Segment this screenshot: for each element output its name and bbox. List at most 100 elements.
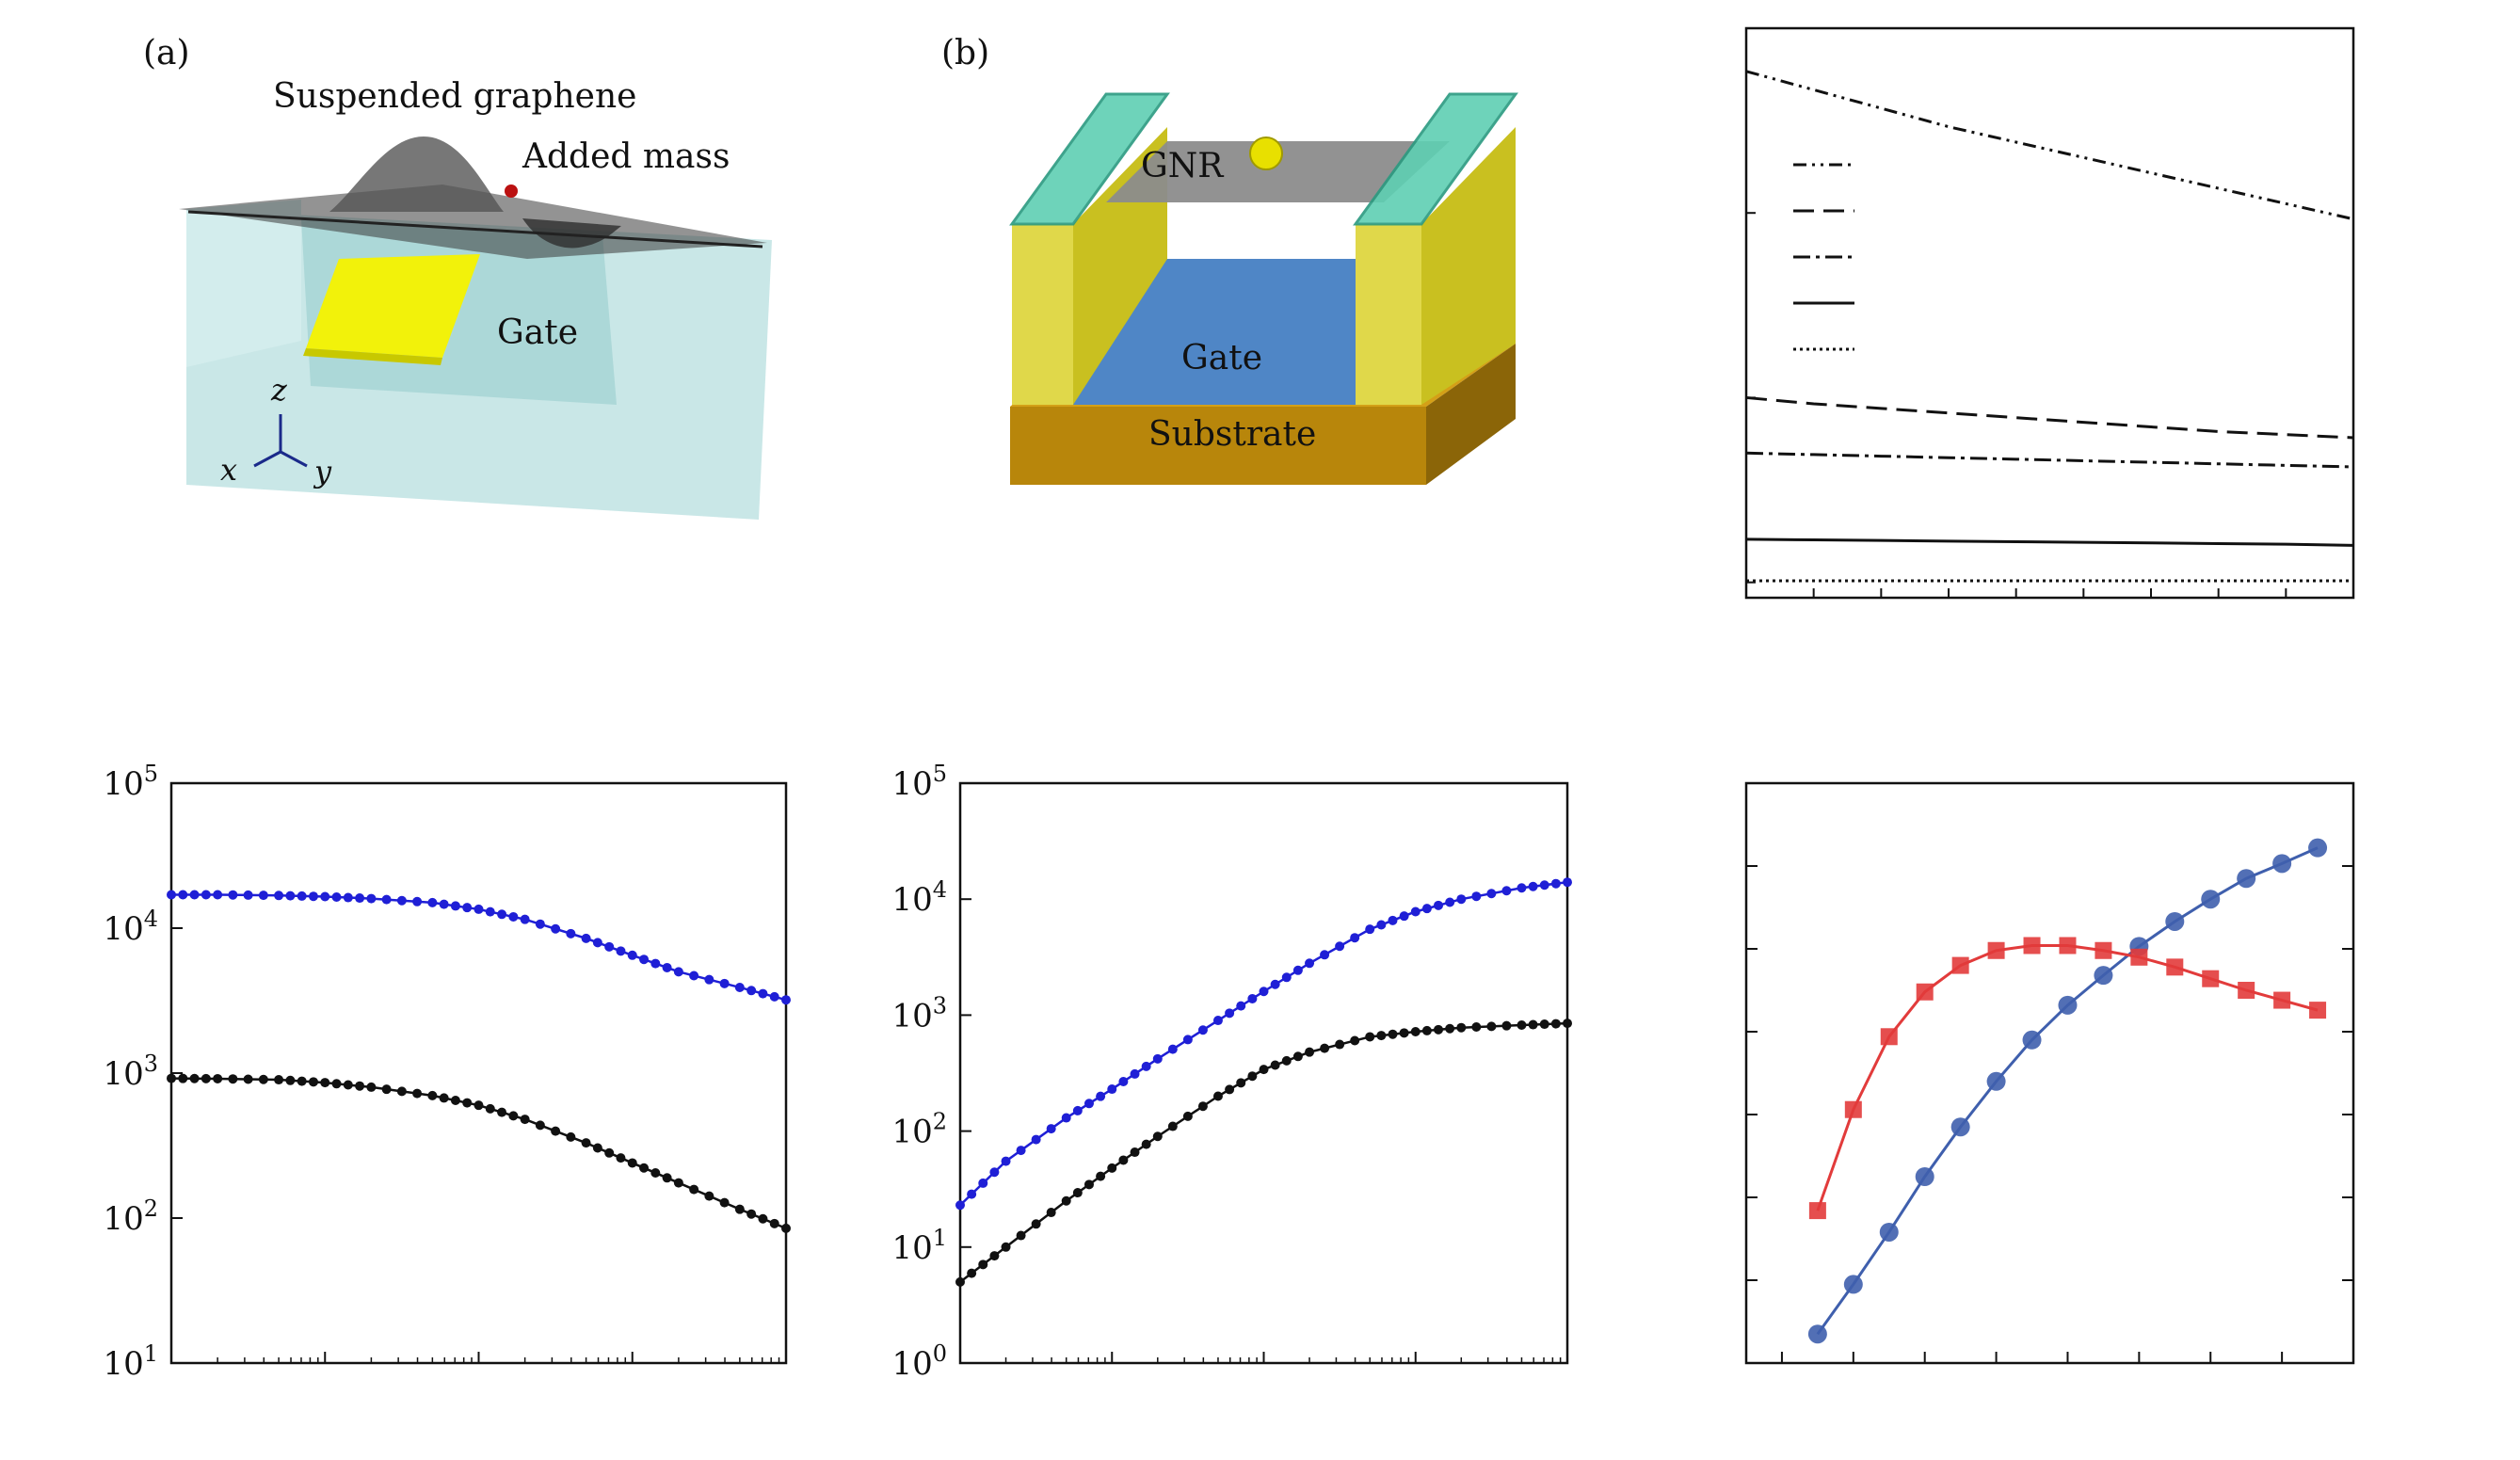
data-point — [1016, 1146, 1026, 1156]
data-point — [508, 911, 519, 922]
data-point — [1410, 1026, 1421, 1036]
data-point — [1410, 906, 1421, 917]
left-pillar-front — [1012, 224, 1073, 405]
data-point — [1880, 1028, 1898, 1046]
panel-b-label: (b) — [941, 34, 989, 72]
data-point — [1061, 1195, 1071, 1206]
data-point — [592, 1143, 602, 1153]
data-point — [967, 1268, 977, 1278]
data-point — [1399, 1028, 1409, 1038]
data-point — [2309, 1002, 2327, 1019]
chart-panel-c — [1744, 26, 2355, 600]
y-tick-label: 101 — [891, 1225, 947, 1267]
data-point — [189, 890, 200, 900]
data-point — [746, 1209, 757, 1219]
data-point — [734, 982, 745, 992]
data-point — [1335, 941, 1345, 952]
data-point — [1270, 979, 1280, 989]
data-point — [1152, 1053, 1163, 1064]
data-point — [627, 950, 637, 960]
gnr-label: GNR — [1141, 147, 1224, 185]
data-point — [1456, 894, 1467, 905]
y-tick-label: 101 — [103, 1340, 158, 1383]
data-point — [497, 909, 507, 920]
data-point — [366, 893, 377, 904]
data-point — [650, 1168, 661, 1179]
data-point — [1501, 886, 1512, 896]
mesh-line — [187, 210, 763, 249]
y-tick-label: 105 — [891, 761, 947, 803]
data-point — [1365, 924, 1375, 935]
data-point — [746, 986, 757, 996]
data-point — [439, 1093, 449, 1103]
data-point — [1016, 1230, 1026, 1241]
data-point — [366, 1082, 377, 1092]
data-point — [1061, 1113, 1071, 1123]
data-point — [213, 890, 223, 900]
data-point — [1915, 1167, 1934, 1186]
data-point — [627, 1158, 637, 1168]
data-point — [1879, 1222, 1899, 1242]
right-pillar-side — [1421, 127, 1516, 405]
data-point — [285, 890, 296, 901]
data-point — [1118, 1155, 1129, 1165]
chart-c-frame — [1744, 26, 2355, 600]
data-point — [485, 906, 495, 917]
data-point — [581, 933, 591, 943]
data-point — [604, 941, 615, 952]
data-point — [1950, 1117, 1970, 1137]
data-point — [450, 1096, 460, 1106]
chart-f-frame — [1744, 781, 2355, 1365]
data-point — [178, 1073, 188, 1083]
added-mass-ball — [1249, 136, 1283, 170]
series-line-left — [1816, 846, 2319, 1336]
data-point — [673, 967, 683, 977]
data-point — [1434, 1024, 1444, 1035]
data-point — [566, 1131, 576, 1142]
data-point — [2166, 958, 2184, 976]
data-point — [189, 1073, 200, 1083]
chart-panel-d: 101 102 103 104 105 — [103, 761, 791, 1383]
right-pillar-front — [1356, 224, 1421, 405]
suspended-graphene-label: Suspended graphene — [273, 77, 636, 116]
data-point — [308, 1077, 318, 1087]
data-point — [485, 1103, 495, 1114]
data-point — [1292, 1051, 1303, 1062]
data-point — [396, 1086, 407, 1097]
y-tick-label: 104 — [103, 906, 158, 948]
data-point — [955, 1200, 965, 1211]
data-point — [1046, 1124, 1056, 1134]
data-point — [1247, 1071, 1258, 1082]
data-point — [474, 904, 484, 914]
data-point — [1130, 1068, 1140, 1079]
data-point — [228, 1074, 238, 1084]
data-point — [989, 1167, 1000, 1178]
data-point — [1539, 1019, 1549, 1030]
data-point — [462, 1098, 473, 1108]
data-point — [285, 1075, 296, 1085]
data-point — [1517, 1020, 1527, 1031]
data-point — [535, 919, 545, 929]
data-point — [331, 892, 342, 903]
data-point — [1212, 1016, 1223, 1026]
data-point — [978, 1259, 988, 1270]
data-point — [1031, 1219, 1041, 1229]
data-point — [1072, 1105, 1083, 1115]
axis-x-label: x — [220, 452, 237, 488]
data-point — [2094, 966, 2113, 986]
data-point — [1550, 878, 1561, 889]
data-point — [1270, 1060, 1280, 1070]
data-point — [1001, 1156, 1011, 1166]
data-point — [689, 1184, 699, 1195]
y-tick-label: 102 — [891, 1109, 947, 1151]
axis-z-label: z — [270, 372, 288, 408]
data-point — [1001, 1242, 1011, 1252]
data-point — [1844, 1100, 1862, 1118]
data-point — [1421, 1025, 1432, 1035]
data-point — [1808, 1202, 1826, 1220]
data-point — [2237, 869, 2256, 889]
data-point — [1486, 889, 1497, 899]
data-point — [2022, 1030, 2042, 1050]
data-point — [989, 1251, 1000, 1261]
left-electrode — [1009, 92, 1170, 226]
